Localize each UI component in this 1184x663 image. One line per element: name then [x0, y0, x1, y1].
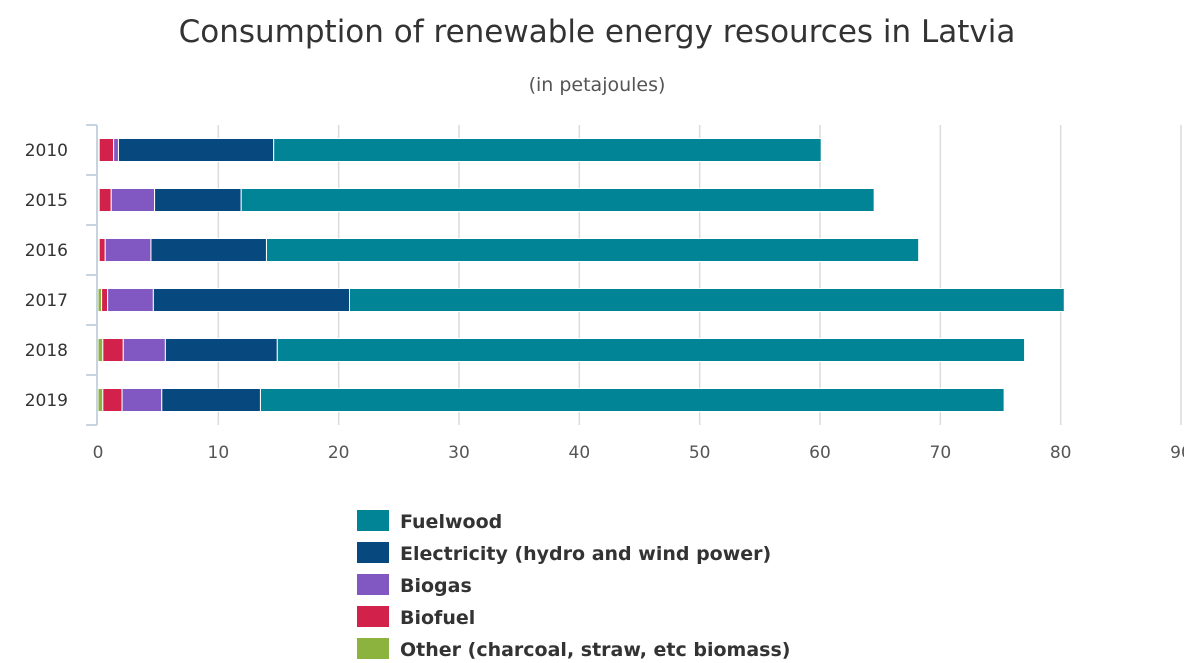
- bar-2019-biogas: [121, 388, 163, 412]
- y-tick-label-2015: 2015: [25, 191, 68, 211]
- legend-swatch-other: [357, 638, 389, 659]
- bar-2010-electricity: [117, 138, 275, 162]
- bars: [97, 138, 1065, 412]
- bar-2019-other: [97, 388, 104, 412]
- legend-label-fuelwood: Fuelwood: [400, 511, 502, 533]
- bar-2016-fuelwood: [265, 238, 920, 262]
- x-tick-label-90: 90: [1170, 443, 1184, 463]
- bar-2018-biofuel: [102, 338, 124, 362]
- x-tick-label-0: 0: [93, 443, 104, 463]
- bar-2010-biofuel: [98, 138, 115, 162]
- x-tick-label-10: 10: [208, 443, 230, 463]
- bar-2015-biofuel: [98, 188, 112, 212]
- legend-swatch-electricity: [357, 542, 389, 563]
- bar-2017-biofuel: [101, 288, 109, 312]
- bar-2015-fuelwood: [240, 188, 875, 212]
- bar-2017-other: [97, 288, 103, 312]
- y-tick-label-2010: 2010: [25, 141, 68, 161]
- bar-2017-electricity: [152, 288, 350, 312]
- x-tick-label-50: 50: [689, 443, 711, 463]
- legend-swatch-fuelwood: [357, 510, 389, 531]
- legend: Fuelwood Electricity (hydro and wind powe…: [357, 510, 790, 661]
- y-tick-label-2019: 2019: [25, 391, 68, 411]
- legend-label-biofuel: Biofuel: [400, 607, 475, 629]
- x-tick-label-40: 40: [569, 443, 591, 463]
- chart-title: Consumption of renewable energy resource…: [179, 14, 1016, 50]
- bar-2010-fuelwood: [273, 138, 822, 162]
- bar-2019-fuelwood: [259, 388, 1005, 412]
- y-tick-label-2017: 2017: [25, 291, 68, 311]
- bar-2016-electricity: [150, 238, 267, 262]
- bar-2019-biofuel: [102, 388, 123, 412]
- legend-swatch-biofuel: [357, 606, 389, 627]
- legend-swatch-biogas: [357, 574, 389, 595]
- bar-2018-other: [97, 338, 104, 362]
- y-tick-label-2018: 2018: [25, 341, 68, 361]
- legend-label-other: Other (charcoal, straw, etc biomass): [400, 639, 790, 659]
- bar-2019-electricity: [161, 388, 261, 412]
- chart-subtitle: (in petajoules): [529, 74, 666, 96]
- grid-lines: [217, 125, 1182, 425]
- bar-2018-electricity: [164, 338, 278, 362]
- bar-2016-biogas: [104, 238, 152, 262]
- y-tick-label-2016: 2016: [25, 241, 68, 261]
- x-tick-label-60: 60: [809, 443, 831, 463]
- bar-2017-biogas: [107, 288, 154, 312]
- bar-2015-electricity: [154, 188, 242, 212]
- axes: 0 10 20 30 40 50 60 70 80 90 2010 2015 2016 2017 2018 2…: [25, 124, 1184, 463]
- bar-2010-biogas: [113, 138, 119, 162]
- bar-2018-biogas: [122, 338, 166, 362]
- x-tick-label-80: 80: [1050, 443, 1072, 463]
- legend-label-electricity: Electricity (hydro and wind power): [400, 543, 771, 565]
- bar-2017-fuelwood: [348, 288, 1065, 312]
- x-tick-label-70: 70: [930, 443, 952, 463]
- bar-2018-fuelwood: [276, 338, 1026, 362]
- bar-2015-biogas: [110, 188, 156, 212]
- x-tick-label-20: 20: [328, 443, 350, 463]
- x-tick-label-30: 30: [448, 443, 470, 463]
- bar-2016-biofuel: [98, 238, 106, 262]
- legend-label-biogas: Biogas: [400, 575, 472, 597]
